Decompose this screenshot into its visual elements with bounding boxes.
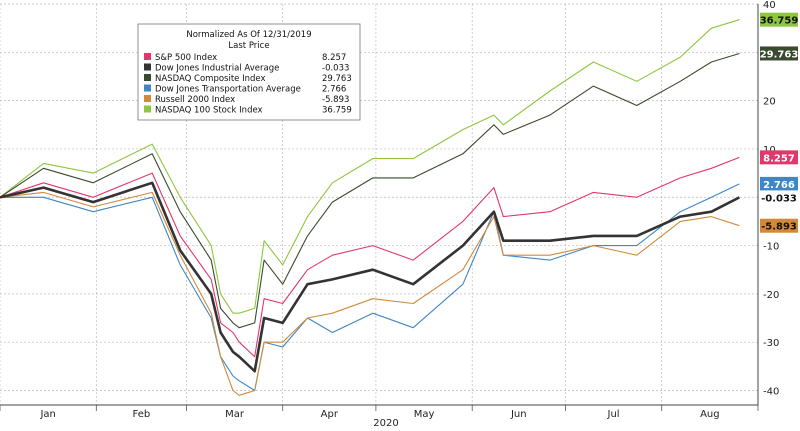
legend-value: -0.033 bbox=[322, 64, 349, 74]
end-label: -0.033 bbox=[760, 190, 798, 205]
end-label-value: 36.759 bbox=[760, 16, 799, 27]
series-line bbox=[0, 156, 740, 358]
end-label-value: 2.766 bbox=[763, 180, 795, 191]
end-label-value: 29.763 bbox=[760, 49, 799, 60]
x-tick-label: Aug bbox=[700, 409, 720, 420]
legend-swatch bbox=[144, 53, 151, 60]
series-line bbox=[0, 52, 740, 329]
end-label: -5.893 bbox=[760, 218, 798, 233]
x-tick-label: Apr bbox=[321, 409, 339, 420]
legend-swatch bbox=[144, 74, 151, 81]
legend-label: Russell 2000 Index bbox=[155, 95, 235, 105]
end-label: 36.759 bbox=[760, 12, 799, 27]
legend-label: S&P 500 Index bbox=[155, 53, 217, 63]
y-tick-label: 20 bbox=[763, 97, 776, 108]
x-tick-label: Feb bbox=[132, 409, 150, 420]
end-label-box bbox=[760, 46, 798, 61]
end-label: 8.257 bbox=[760, 150, 798, 165]
end-label-box bbox=[760, 12, 798, 27]
legend-value: 29.763 bbox=[322, 74, 352, 84]
x-axis-label: 2020 bbox=[373, 418, 398, 429]
y-tick-label: -20 bbox=[763, 290, 779, 301]
end-label-value: -5.893 bbox=[761, 222, 797, 233]
end-label-value: 8.257 bbox=[763, 153, 795, 164]
legend-label: Dow Jones Industrial Average bbox=[155, 64, 279, 74]
legend-value: 36.759 bbox=[322, 106, 352, 116]
y-tick-label: -30 bbox=[763, 338, 779, 349]
legend: Normalized As Of 12/31/2019 Last Price S… bbox=[137, 23, 361, 121]
series-line bbox=[0, 191, 740, 396]
end-labels: 36.759 29.763 8.257 2.766 -0.033 -5.893 bbox=[760, 12, 799, 233]
legend-value: 2.766 bbox=[322, 85, 346, 95]
legend-box bbox=[137, 23, 361, 121]
legend-label: NASDAQ Composite Index bbox=[155, 74, 266, 84]
legend-swatch bbox=[144, 63, 151, 71]
end-label-box bbox=[760, 218, 798, 233]
series-lines bbox=[0, 19, 740, 396]
series-line bbox=[0, 19, 740, 314]
y-tick-label: 40 bbox=[763, 0, 776, 11]
y-tick-label: -10 bbox=[763, 242, 779, 253]
end-label-box bbox=[760, 176, 798, 191]
x-tick-label: Jan bbox=[39, 409, 55, 420]
y-tick-label: -40 bbox=[763, 387, 779, 398]
chart-title: Normalized As Of 12/31/2019 bbox=[186, 30, 311, 40]
legend-value: 8.257 bbox=[322, 53, 346, 63]
x-tick-label: May bbox=[414, 409, 435, 420]
x-tick-label: Jun bbox=[510, 409, 527, 420]
series-line bbox=[0, 181, 740, 373]
legend-swatch bbox=[144, 105, 151, 113]
x-tick-label: Mar bbox=[225, 409, 245, 420]
legend-swatch bbox=[144, 84, 151, 92]
legend-label: Dow Jones Transportation Average bbox=[155, 85, 301, 95]
end-label: 29.763 bbox=[760, 46, 799, 61]
end-label-value: -0.033 bbox=[761, 193, 797, 204]
end-label-box bbox=[760, 150, 798, 165]
end-label-box bbox=[760, 190, 798, 205]
legend-swatch bbox=[144, 95, 151, 102]
legend-value: -5.893 bbox=[322, 95, 349, 105]
x-tick-label: Jul bbox=[607, 409, 620, 420]
legend-label: NASDAQ 100 Stock Index bbox=[155, 106, 263, 116]
end-label: 2.766 bbox=[760, 176, 798, 191]
chart-subtitle: Last Price bbox=[228, 41, 269, 51]
